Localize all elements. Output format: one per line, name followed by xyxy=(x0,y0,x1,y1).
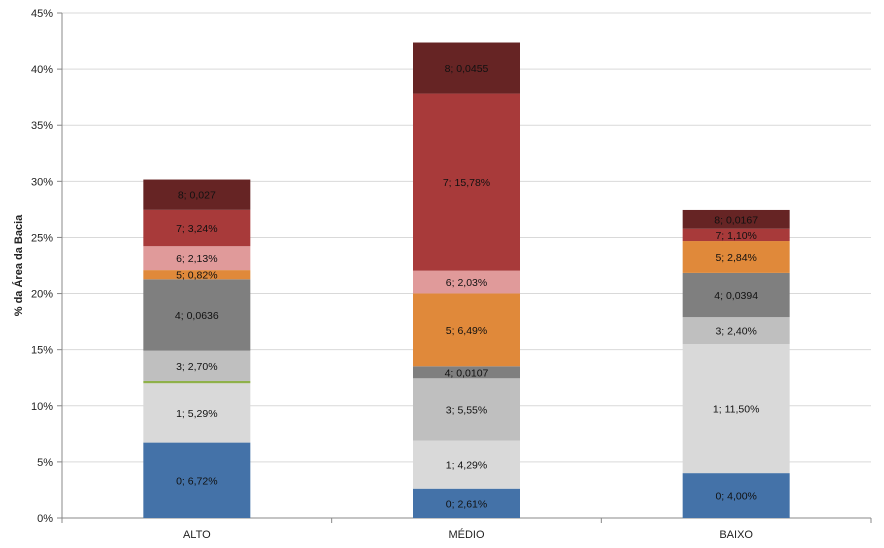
data-label: 6; 2,13% xyxy=(176,253,217,265)
y-tick-label: 5% xyxy=(37,457,53,469)
bar-segment xyxy=(413,440,520,489)
data-label: 1; 4,29% xyxy=(446,460,487,472)
bar-segment xyxy=(143,209,251,247)
y-axis-ticks: 0% 5% 10% 15% 20% 25% 30% 35% 40% 45% xyxy=(31,8,63,525)
bar-segment xyxy=(682,344,790,474)
data-label: 8; 0,027 xyxy=(178,190,216,202)
data-label: 5; 0,82% xyxy=(176,270,217,282)
data-label: 8; 0,0167 xyxy=(714,214,758,226)
bar-segment xyxy=(143,380,251,384)
bar-segment xyxy=(413,488,520,518)
data-label: 6; 2,03% xyxy=(446,277,487,289)
data-label: 7; 1,10% xyxy=(715,230,756,242)
y-tick-label: 25% xyxy=(31,232,53,244)
y-tick-label: 15% xyxy=(31,345,53,357)
bar-segment xyxy=(682,209,790,229)
bar-segment xyxy=(682,228,790,242)
data-label: 5; 6,49% xyxy=(446,325,487,337)
bar-segment xyxy=(143,246,251,271)
data-label: 4; 0,0394 xyxy=(714,290,758,302)
bar-segment xyxy=(413,93,520,271)
bar-segment xyxy=(682,241,790,273)
data-label: 0; 4,00% xyxy=(715,491,756,503)
bar-segment xyxy=(143,350,251,381)
bar-segment xyxy=(143,270,251,280)
y-tick-label: 30% xyxy=(31,176,53,188)
bar-segment xyxy=(413,378,520,441)
y-tick-label: 35% xyxy=(31,120,53,132)
bar-segment xyxy=(413,42,520,94)
data-label: 4; 0,0107 xyxy=(445,367,489,379)
bar-segment xyxy=(143,383,251,443)
data-label: 1; 5,29% xyxy=(176,408,217,420)
data-label: 0; 6,72% xyxy=(176,475,217,487)
bar-segment xyxy=(413,270,520,294)
bar-segment xyxy=(682,473,790,518)
bar-segment xyxy=(682,272,790,318)
y-tick-label: 0% xyxy=(37,513,53,525)
data-label: 0; 2,61% xyxy=(446,498,487,510)
data-label: 1; 11,50% xyxy=(713,404,760,416)
y-tick-label: 20% xyxy=(31,289,53,301)
bar-segment xyxy=(143,179,251,210)
bar-stack-alto: 0; 6,72% 1; 5,29% 3; 2,70% 4; 0,0636 5; 0,82… xyxy=(143,179,251,518)
bar-stack-baixo: 0; 4,00% 1; 11,50% 3; 2,40% 4; 0,0394 5; 2,8… xyxy=(682,209,790,518)
data-label: 3; 2,70% xyxy=(176,361,217,373)
bar-segment xyxy=(143,442,251,518)
bar-segment xyxy=(682,317,790,345)
x-tick-label: BAIXO xyxy=(719,529,753,541)
data-label: 7; 3,24% xyxy=(176,223,217,235)
data-label: 3; 2,40% xyxy=(715,326,756,338)
data-label: 7; 15,78% xyxy=(443,177,490,189)
bar-segment xyxy=(413,366,520,379)
y-tick-label: 10% xyxy=(31,401,53,413)
x-axis: ALTO MÉDIO BAIXO xyxy=(61,518,872,541)
bar-segment xyxy=(413,293,520,367)
data-label: 3; 5,55% xyxy=(446,404,487,416)
x-tick-label: MÉDIO xyxy=(448,528,485,541)
data-label: 4; 0,0636 xyxy=(175,310,219,322)
y-tick-label: 45% xyxy=(31,8,53,20)
y-axis-label: % da Área da Bacia xyxy=(12,214,25,316)
x-tick-label: ALTO xyxy=(183,529,211,541)
data-label: 5; 2,84% xyxy=(715,252,756,264)
bars: 0; 6,72% 1; 5,29% 3; 2,70% 4; 0,0636 5; 0,82… xyxy=(143,42,790,518)
y-tick-label: 40% xyxy=(31,64,53,76)
data-label: 8; 0,0455 xyxy=(445,63,489,75)
bar-stack-médio: 0; 2,61% 1; 4,29% 3; 5,55% 4; 0,0107 5; 6,49… xyxy=(413,42,520,518)
bar-segment xyxy=(143,279,251,351)
